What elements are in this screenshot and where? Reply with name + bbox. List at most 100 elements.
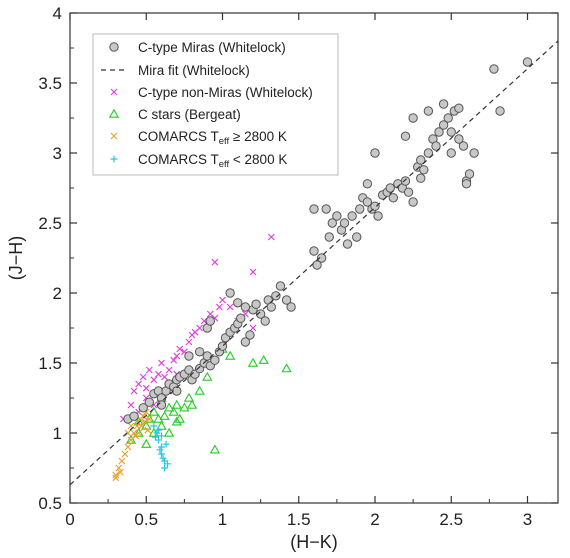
point-s5-12 [156, 446, 164, 454]
y-tick-label-7: 4 [53, 4, 62, 23]
point-s0-78 [419, 165, 429, 175]
point-s0-94 [438, 99, 449, 109]
x-tick-label-4: 2 [370, 510, 379, 529]
point-s0-57 [339, 218, 350, 228]
point-s0-63 [362, 179, 373, 189]
point-s0-54 [327, 218, 337, 228]
point-s2-24 [216, 303, 223, 311]
legend-label-4: COMARCS Teff ≥ 2800 K [138, 129, 287, 147]
point-s3-0 [125, 434, 137, 444]
mira-fit-line [69, 40, 559, 486]
y-tick-label-2: 1.5 [38, 354, 62, 373]
point-s5-9 [162, 440, 170, 448]
point-s0-95 [454, 103, 464, 113]
point-s2-7 [150, 376, 158, 384]
point-s0-90 [464, 169, 475, 179]
point-s5-11 [164, 460, 171, 468]
point-s2-25 [219, 296, 226, 304]
point-s3-15 [194, 385, 205, 395]
point-s3-3 [144, 413, 155, 423]
y-axis-label: (J−H) [6, 236, 26, 281]
point-s0-98 [446, 148, 456, 158]
point-s0-102 [370, 148, 380, 158]
point-s0-79 [423, 148, 434, 158]
point-s2-10 [161, 373, 168, 381]
point-s0-61 [355, 204, 365, 214]
legend: C-type Miras (Whitelock) Mira fit (Whitel… [92, 33, 339, 176]
point-s0-40 [225, 288, 235, 298]
legend-swatch-5 [110, 155, 118, 163]
point-s0-46 [184, 351, 194, 361]
legend-swatch-3 [108, 108, 120, 118]
x-tick-label-6: 3 [523, 510, 532, 529]
x-tick-label-0: 0 [65, 510, 74, 529]
point-s0-103 [362, 197, 373, 207]
point-s0-37 [275, 281, 286, 291]
point-s4-4 [124, 443, 132, 451]
point-s3-26 [281, 363, 292, 373]
series-5 [150, 422, 171, 472]
point-s0-3 [144, 397, 155, 407]
point-s4-9 [139, 412, 147, 420]
point-s0-51 [316, 253, 327, 263]
point-s2-14 [176, 345, 184, 353]
point-s2-12 [170, 356, 178, 364]
point-s0-70 [388, 193, 398, 203]
y-tick-label-1: 1 [53, 424, 62, 443]
point-s0-18 [202, 351, 212, 361]
point-s3-20 [163, 427, 175, 437]
x-tick-label-5: 2.5 [439, 510, 463, 529]
point-s5-8 [158, 432, 165, 440]
point-s3-4 [148, 406, 160, 416]
point-s0-92 [408, 113, 418, 123]
point-s5-0 [150, 422, 158, 430]
point-s0-91 [469, 148, 479, 158]
point-s0-32 [255, 309, 266, 319]
point-s0-45 [194, 347, 205, 357]
point-s3-27 [202, 371, 213, 381]
point-s2-29 [249, 324, 257, 332]
legend-swatch-0 [109, 42, 119, 52]
point-s0-105 [461, 179, 472, 189]
point-s3-1 [133, 427, 144, 437]
point-s2-4 [139, 373, 147, 381]
point-s0-27 [236, 313, 246, 323]
series-1 [69, 40, 559, 486]
point-s0-73 [400, 176, 411, 186]
legend-swatch-2 [110, 88, 118, 96]
point-s4-14 [132, 432, 139, 440]
point-s0-58 [342, 239, 353, 249]
point-s0-52 [321, 204, 331, 214]
point-s0-97 [416, 173, 426, 183]
point-s0-41 [233, 298, 243, 308]
point-s4-13 [138, 422, 146, 430]
point-s0-1 [129, 411, 139, 421]
point-s2-31 [249, 268, 257, 276]
point-s3-10 [171, 399, 182, 409]
point-s0-59 [347, 211, 357, 221]
data-marks [69, 40, 559, 486]
point-s0-101 [522, 57, 533, 67]
point-s4-16 [144, 426, 152, 434]
point-s0-74 [403, 187, 414, 197]
point-s0-60 [352, 232, 362, 242]
point-s3-9 [168, 406, 179, 416]
point-s3-25 [258, 354, 269, 364]
point-s4-11 [145, 415, 153, 423]
point-s3-22 [209, 444, 221, 454]
point-s3-8 [163, 402, 175, 412]
point-s5-6 [161, 464, 168, 472]
point-s2-16 [185, 338, 193, 346]
point-s3-18 [141, 438, 152, 448]
point-s3-21 [171, 416, 182, 426]
point-s4-0 [112, 471, 120, 479]
point-s0-84 [443, 113, 453, 123]
point-s0-28 [240, 337, 251, 347]
point-s4-15 [141, 418, 149, 426]
point-s3-24 [247, 357, 259, 367]
point-s0-2 [138, 403, 148, 413]
point-s0-53 [324, 232, 334, 242]
legend-label-0: C-type Miras (Whitelock) [138, 40, 286, 55]
point-s0-66 [373, 211, 383, 221]
